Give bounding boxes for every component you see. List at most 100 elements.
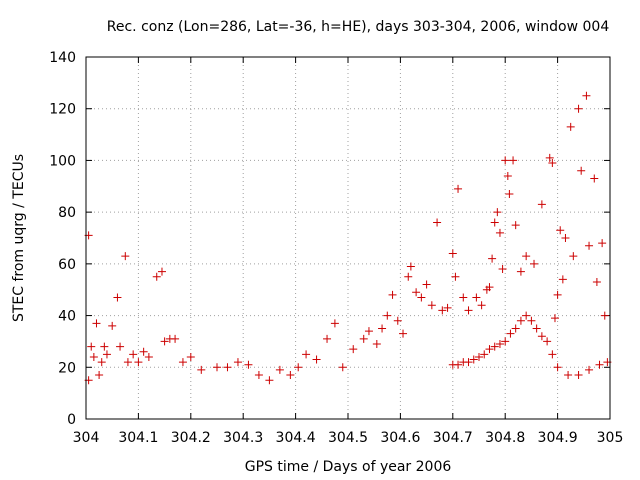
data-point: [477, 301, 486, 310]
data-point: [359, 334, 368, 343]
data-point: [427, 301, 436, 310]
data-point: [100, 342, 109, 351]
y-tick-label: 100: [49, 153, 76, 169]
data-point: [506, 329, 515, 338]
data-point: [97, 358, 106, 367]
data-point: [388, 290, 397, 299]
plot-frame: [85, 56, 611, 420]
data-point: [485, 345, 494, 354]
data-point: [495, 340, 504, 349]
data-point: [134, 358, 143, 367]
data-point: [399, 329, 408, 338]
data-point: [585, 365, 594, 374]
data-point: [490, 342, 499, 351]
data-point: [522, 252, 531, 261]
data-point: [537, 332, 546, 341]
data-point: [598, 239, 607, 248]
data-point: [459, 358, 468, 367]
data-point: [95, 371, 104, 380]
data-point: [472, 293, 481, 302]
data-point: [412, 288, 421, 297]
data-point: [553, 290, 562, 299]
data-point: [108, 321, 117, 330]
data-point: [223, 363, 232, 372]
x-tick-label: 305: [597, 430, 624, 446]
data-point: [443, 303, 452, 312]
data-point: [102, 350, 111, 359]
data-point: [490, 218, 499, 227]
grid-lines: [86, 57, 610, 419]
data-point: [254, 371, 263, 380]
data-point: [139, 347, 148, 356]
data-point: [561, 234, 570, 242]
x-tick-label: 304.2: [171, 430, 211, 446]
data-point: [574, 104, 583, 113]
data-point: [505, 190, 514, 199]
data-point: [543, 337, 552, 346]
data-point: [485, 283, 494, 292]
data-point: [459, 293, 468, 302]
data-point: [516, 267, 525, 276]
data-point: [186, 352, 195, 361]
data-point: [213, 363, 221, 372]
data-point: [566, 122, 575, 131]
data-point: [422, 280, 431, 289]
data-point: [464, 306, 473, 315]
data-point: [417, 293, 426, 302]
data-point: [556, 226, 565, 235]
chart-title: Rec. conz (Lon=286, Lat=-36, h=HE), days…: [107, 19, 610, 35]
data-point: [532, 324, 541, 333]
data-point: [265, 376, 274, 385]
data-point: [595, 360, 604, 369]
data-point: [233, 358, 242, 367]
x-tick-label: 304.6: [380, 430, 420, 446]
y-tick-label: 120: [49, 102, 76, 118]
data-point: [338, 363, 347, 372]
data-point: [404, 272, 413, 281]
data-point: [475, 352, 483, 361]
data-point: [488, 254, 497, 263]
data-point: [558, 275, 567, 284]
data-point: [585, 241, 594, 250]
data-point: [448, 249, 457, 258]
data-point: [511, 221, 520, 230]
axis-ticks: 304 304.1 304.2 304.3 304.4 304.5 304.6 304.7 30…: [49, 50, 623, 446]
data-point: [294, 363, 303, 372]
y-tick-label: 40: [58, 309, 76, 325]
data-point: [312, 355, 321, 364]
data-point: [438, 306, 447, 315]
data-point: [383, 311, 392, 320]
data-point: [121, 252, 130, 261]
x-tick-label: 304: [73, 430, 100, 446]
data-point: [144, 352, 153, 361]
data-point: [509, 156, 518, 165]
data-point: [501, 337, 510, 346]
data-point: [116, 342, 125, 351]
y-tick-label: 20: [58, 360, 76, 376]
data-point: [469, 355, 478, 364]
x-tick-label: 304.5: [328, 430, 368, 446]
data-point: [527, 316, 536, 325]
data-points: [84, 91, 612, 385]
data-point: [129, 350, 138, 359]
data-point: [569, 252, 578, 261]
data-point: [516, 316, 525, 325]
data-point: [495, 228, 504, 237]
y-tick-label: 60: [58, 257, 76, 273]
data-point: [152, 272, 161, 281]
data-point: [590, 174, 599, 183]
data-point: [600, 311, 609, 320]
data-point: [378, 324, 387, 333]
x-tick-label: 304.1: [118, 430, 158, 446]
data-point: [89, 352, 98, 361]
data-point: [480, 350, 489, 359]
data-point: [113, 293, 122, 302]
x-tick-label: 304.3: [223, 430, 263, 446]
x-tick-label: 304.7: [433, 430, 473, 446]
data-point: [501, 156, 510, 165]
data-point: [451, 272, 460, 281]
y-tick-label: 0: [67, 412, 76, 428]
data-point: [197, 365, 206, 374]
data-point: [364, 327, 373, 336]
